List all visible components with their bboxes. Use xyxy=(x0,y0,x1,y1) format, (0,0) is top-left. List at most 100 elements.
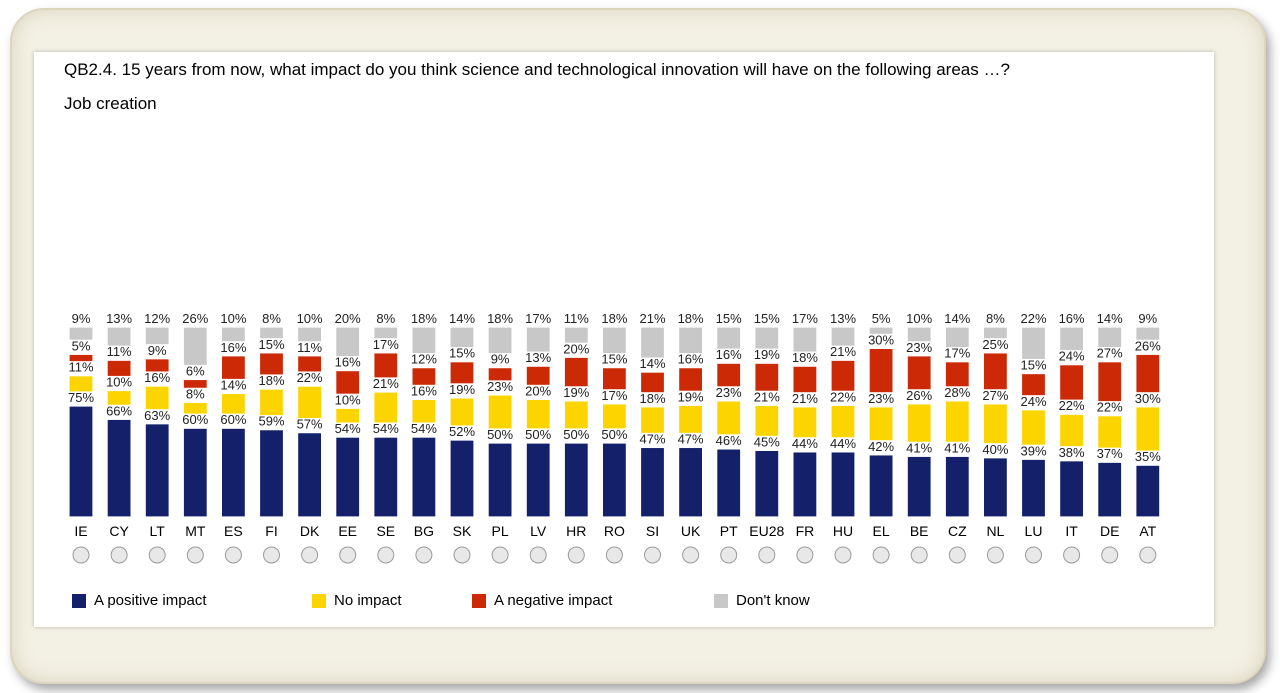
bar-negative-es xyxy=(220,355,246,381)
value-label-positive-pt: 46% xyxy=(716,433,742,448)
denmark-flag-icon xyxy=(301,546,319,564)
value-label-positive-bg: 54% xyxy=(411,421,437,436)
bar-dont_know-hr xyxy=(563,326,589,344)
value-label-none-at: 30% xyxy=(1135,391,1161,406)
category-label-ie: IE xyxy=(74,523,87,539)
germany-flag-icon xyxy=(1101,546,1119,564)
value-label-positive-it: 38% xyxy=(1059,445,1085,460)
value-label-dont_know-cz: 14% xyxy=(944,311,970,326)
value-label-negative-nl: 25% xyxy=(982,337,1008,352)
bar-negative-at xyxy=(1135,353,1161,394)
bar-dont_know-pl xyxy=(487,326,513,355)
bar-none-si xyxy=(639,406,666,435)
value-label-none-hr: 19% xyxy=(563,385,589,400)
value-label-none-lt: 16% xyxy=(144,370,170,385)
bar-none-fr xyxy=(792,406,818,439)
bar-positive-fr xyxy=(792,451,818,518)
bar-positive-mt xyxy=(182,427,208,518)
bar-positive-es xyxy=(220,427,246,518)
bar-dont_know-hu xyxy=(830,326,856,347)
bar-negative-hr xyxy=(563,356,589,388)
ireland-flag-icon xyxy=(72,546,90,564)
bar-negative-fi xyxy=(258,352,285,376)
bar-dont_know-it xyxy=(1058,326,1085,352)
bar-dont_know-eu28 xyxy=(754,326,780,350)
category-label-fr: FR xyxy=(796,523,815,539)
bar-dont_know-nl xyxy=(982,326,1009,340)
value-label-none-be: 26% xyxy=(906,388,932,403)
value-label-negative-de: 27% xyxy=(1097,346,1123,361)
value-label-positive-eu28: 45% xyxy=(754,434,780,449)
legend-label-negative: A negative impact xyxy=(494,592,613,609)
value-label-positive-fr: 44% xyxy=(792,436,818,451)
category-label-hr: HR xyxy=(566,523,586,539)
value-label-none-nl: 27% xyxy=(982,388,1008,403)
value-label-positive-fi: 59% xyxy=(258,414,284,429)
bar-dont_know-pt xyxy=(716,326,742,350)
value-label-dont_know-eu28: 15% xyxy=(754,311,780,326)
bar-none-nl xyxy=(982,403,1009,445)
category-label-at: AT xyxy=(1139,523,1156,539)
bar-none-it xyxy=(1058,413,1085,448)
value-label-positive-si: 47% xyxy=(639,431,665,446)
lithuania-flag-icon xyxy=(148,546,166,564)
bar-positive-hu xyxy=(830,451,856,518)
category-label-be: BE xyxy=(910,523,929,539)
category-label-si: SI xyxy=(646,523,659,539)
value-label-dont_know-cy: 13% xyxy=(106,311,132,326)
bar-dont_know-fi xyxy=(258,326,285,340)
bar-negative-it xyxy=(1058,364,1085,401)
value-label-dont_know-pt: 15% xyxy=(716,311,742,326)
bar-dont_know-sk xyxy=(449,326,475,349)
bar-positive-pl xyxy=(487,442,513,518)
bar-none-ie xyxy=(68,375,94,393)
value-label-positive-pl: 50% xyxy=(487,427,513,442)
bar-none-pt xyxy=(716,400,742,436)
bar-negative-el xyxy=(868,347,894,394)
bar-none-de xyxy=(1097,415,1123,449)
bar-dont_know-ee xyxy=(335,326,361,358)
value-label-negative-ro: 15% xyxy=(601,352,627,367)
value-label-none-sk: 19% xyxy=(449,382,475,397)
bar-positive-lu xyxy=(1020,458,1047,518)
value-label-negative-it: 24% xyxy=(1059,349,1085,364)
bar-dont_know-es xyxy=(220,326,246,343)
cyprus-flag-icon xyxy=(110,546,128,564)
bar-dont_know-el xyxy=(868,326,894,336)
bar-negative-cz xyxy=(944,361,970,388)
category-label-bg: BG xyxy=(414,523,434,539)
malta-flag-icon xyxy=(186,546,204,564)
value-label-none-ro: 17% xyxy=(601,388,627,403)
value-label-positive-ie: 75% xyxy=(68,390,94,405)
value-label-none-pl: 23% xyxy=(487,379,513,394)
value-label-positive-at: 35% xyxy=(1135,449,1161,464)
value-label-none-dk: 22% xyxy=(297,370,323,385)
bar-positive-cy xyxy=(106,418,132,518)
value-label-negative-lv: 13% xyxy=(525,350,551,365)
bar-positive-si xyxy=(639,446,666,518)
value-label-negative-pt: 16% xyxy=(716,347,742,362)
bar-none-hr xyxy=(563,400,589,430)
category-label-dk: DK xyxy=(300,523,320,539)
bar-positive-lt xyxy=(144,423,170,518)
bar-negative-si xyxy=(639,371,666,394)
value-label-negative-mt: 6% xyxy=(186,363,205,378)
value-label-none-ee: 10% xyxy=(335,392,361,407)
value-label-negative-fr: 18% xyxy=(792,350,818,365)
value-label-positive-cy: 66% xyxy=(106,403,132,418)
value-label-positive-mt: 60% xyxy=(182,412,208,427)
bar-positive-eu28 xyxy=(754,449,780,518)
value-label-none-eu28: 21% xyxy=(754,389,780,404)
bar-none-fi xyxy=(258,388,285,417)
category-label-eu28: EU28 xyxy=(749,523,784,539)
value-label-none-pt: 23% xyxy=(716,385,742,400)
value-label-none-bg: 16% xyxy=(411,383,437,398)
bar-dont_know-lu xyxy=(1020,326,1047,361)
legend-item-positive: A positive impact xyxy=(72,592,207,609)
bar-negative-uk xyxy=(677,367,704,392)
value-label-dont_know-bg: 18% xyxy=(411,311,437,326)
value-label-negative-ie: 5% xyxy=(72,338,91,353)
bar-dont_know-cy xyxy=(106,326,132,347)
value-label-negative-sk: 15% xyxy=(449,346,475,361)
france-flag-icon xyxy=(796,546,814,564)
